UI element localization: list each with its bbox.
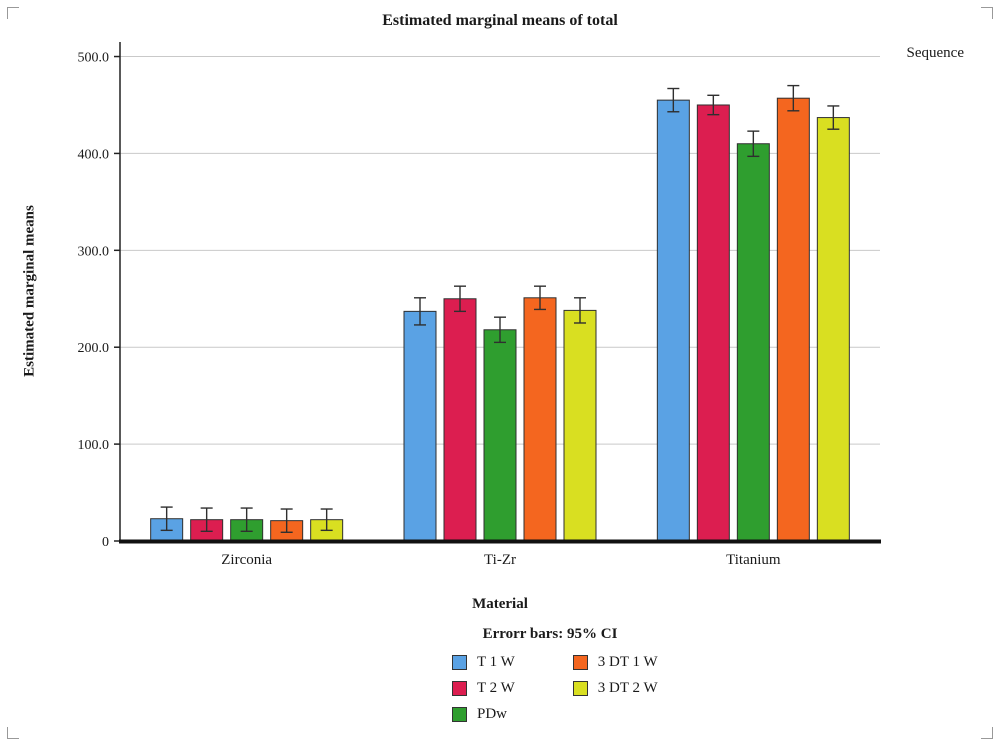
crop-mark	[7, 727, 19, 739]
bar-t-2-w-ti-zr	[443, 298, 477, 542]
bar-t-1-w-ti-zr	[403, 310, 437, 542]
chart-title: Estimated marginal means of total	[382, 12, 618, 29]
y-tick-label: 0	[102, 535, 109, 550]
crop-mark	[7, 7, 19, 19]
x-axis-title: Material	[472, 596, 528, 612]
legend-item: 3 DT 1 W	[572, 654, 658, 671]
legend-item-label: T 1 W	[477, 654, 515, 670]
legend-item: T 1 W	[452, 654, 515, 671]
legend-swatch-icon	[452, 681, 467, 696]
legend-swatch-icon	[452, 707, 467, 722]
legend-item-label: 3 DT 1 W	[597, 654, 658, 670]
bar-pdw-ti-zr	[483, 329, 517, 542]
legend-column: 3 DT 1 W 3 DT 2 W	[572, 654, 658, 723]
bar-3-dt-2-w-ti-zr	[563, 309, 597, 542]
crop-mark	[981, 727, 993, 739]
bar-3-dt-1-w-titanium	[776, 97, 810, 542]
x-category-label: Zirconia	[221, 552, 272, 568]
bar-pdw-titanium	[736, 143, 770, 542]
legend-column: T 1 W T 2 W PDw	[452, 654, 515, 723]
legend-swatch-icon	[572, 681, 588, 696]
legend-swatch-icon	[572, 655, 588, 670]
y-tick-label: 200.0	[78, 341, 110, 356]
legend-item-label: T 2 W	[477, 680, 515, 696]
legend: T 1 W T 2 W PDw 3 DT 1 W 3 DT 2 W	[452, 654, 658, 723]
legend-item: PDw	[452, 706, 515, 723]
bar-t-1-w-titanium	[656, 99, 690, 542]
y-tick-label: 100.0	[78, 438, 110, 453]
y-tick-label: 500.0	[78, 51, 110, 66]
crop-mark	[981, 7, 993, 19]
legend-item-label: PDw	[477, 706, 508, 722]
bar-t-2-w-titanium	[696, 104, 730, 542]
y-tick-label: 400.0	[78, 147, 110, 162]
legend-swatch-icon	[452, 655, 467, 670]
bar-3-dt-1-w-ti-zr	[523, 297, 557, 542]
error-bars-note: Errorr bars: 95% CI	[482, 626, 618, 642]
bar-3-dt-2-w-titanium	[816, 117, 850, 542]
legend-item: T 2 W	[452, 680, 515, 697]
x-category-label: Titanium	[726, 552, 781, 568]
legend-title: Sequence	[906, 45, 964, 61]
x-axis-baseline	[119, 539, 881, 544]
legend-item: 3 DT 2 W	[572, 680, 658, 697]
y-tick-label: 300.0	[78, 244, 110, 259]
x-category-label: Ti-Zr	[484, 552, 516, 568]
legend-item-label: 3 DT 2 W	[597, 680, 658, 696]
